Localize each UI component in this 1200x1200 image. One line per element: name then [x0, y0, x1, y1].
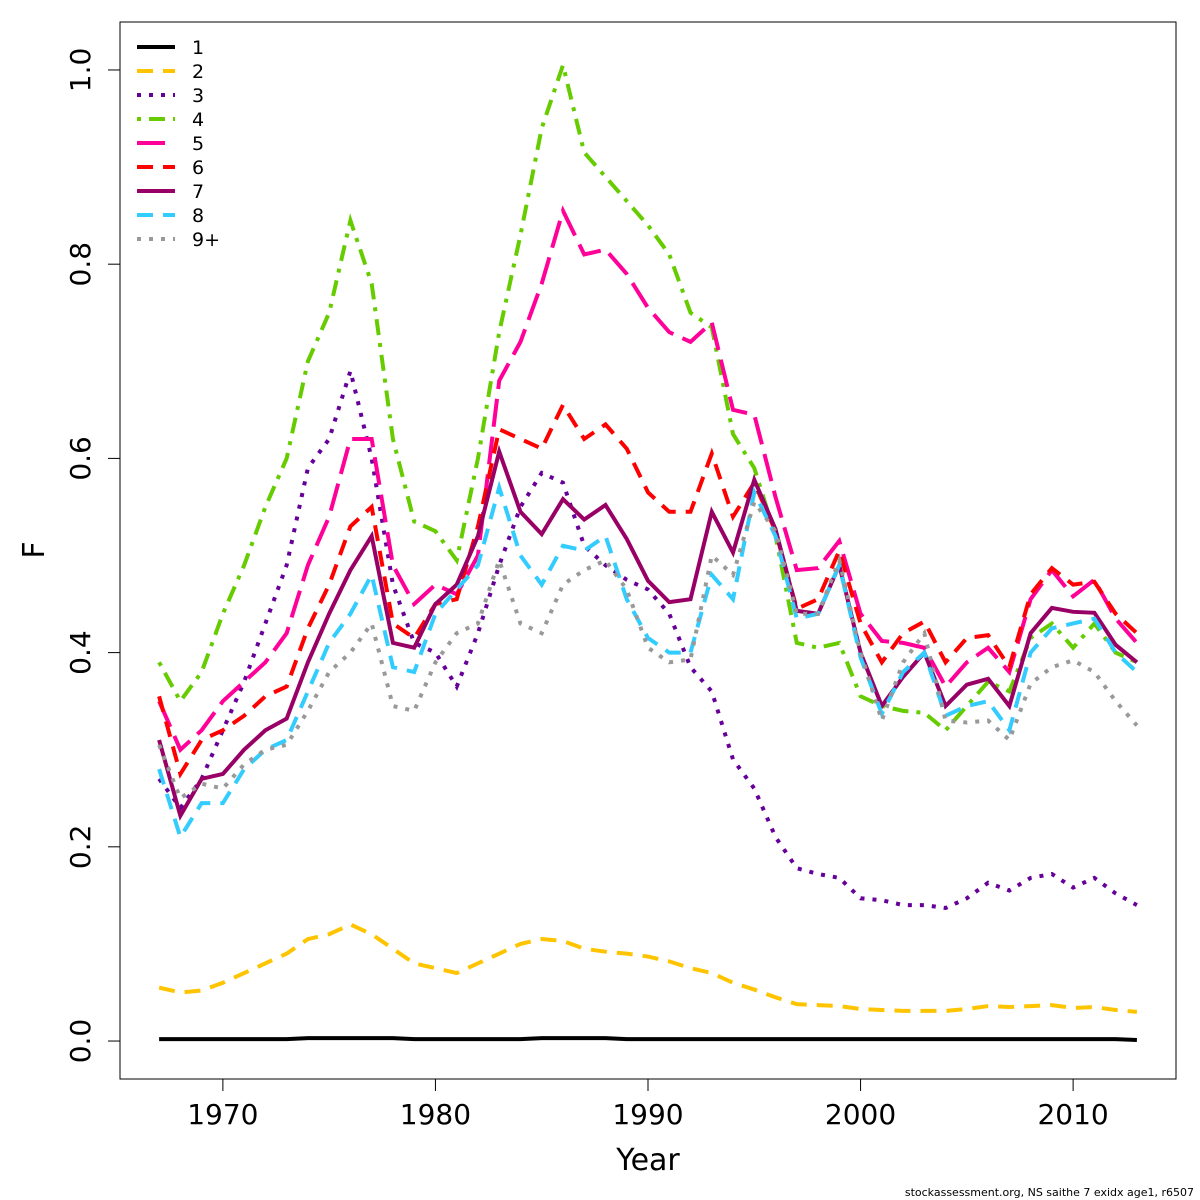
- legend-label: 6: [192, 157, 204, 179]
- series-line: [157, 400, 1139, 779]
- y-tick-label: 0.2: [64, 825, 97, 870]
- legend-label: 8: [192, 205, 204, 227]
- y-tick-label: 0.4: [64, 630, 97, 675]
- x-tick-label: 1990: [612, 1098, 683, 1131]
- legend-label: 2: [192, 61, 204, 83]
- x-axis-title: Year: [615, 1143, 680, 1178]
- series-line: [157, 205, 1139, 754]
- y-axis-title: F: [17, 541, 52, 558]
- y-tick-label: 0.6: [64, 436, 97, 481]
- series-line: [159, 1036, 1137, 1043]
- caption: stockassessment.org, NS saithe 7 exidx a…: [905, 1186, 1194, 1199]
- x-tick-label: 1970: [187, 1098, 258, 1131]
- x-tick-label: 2010: [1037, 1098, 1108, 1131]
- x-tick-label: 2000: [825, 1098, 896, 1131]
- series-line: [158, 922, 1138, 1014]
- legend-label: 9+: [192, 229, 220, 251]
- series-line: [157, 480, 1139, 842]
- legend-label: 5: [192, 133, 204, 155]
- y-tick-label: 0.0: [64, 1019, 97, 1064]
- series-line: [157, 363, 1138, 911]
- series-line: [157, 57, 1138, 734]
- series-line: [157, 444, 1139, 821]
- y-tick-label: 0.8: [64, 242, 97, 287]
- x-tick-label: 1980: [400, 1098, 471, 1131]
- legend-label: 4: [192, 109, 204, 131]
- legend-label: 1: [192, 37, 204, 59]
- y-tick-label: 1.0: [64, 48, 97, 93]
- legend-label: 3: [192, 85, 204, 107]
- legend-label: 7: [192, 181, 204, 203]
- series-line: [157, 497, 1139, 802]
